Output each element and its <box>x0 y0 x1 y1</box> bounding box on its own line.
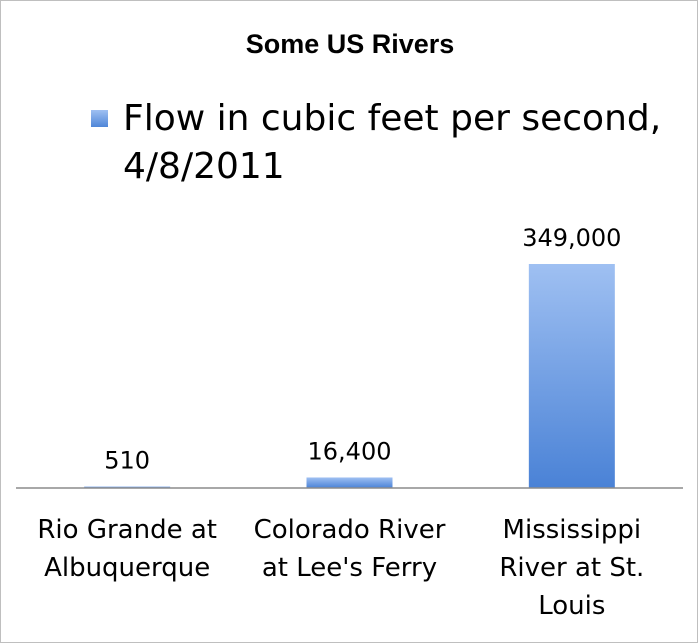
bar-1 <box>306 477 393 488</box>
legend-swatch <box>91 110 108 127</box>
legend-entry-label: Flow in cubic feet per second, 4/8/2011 <box>123 98 662 187</box>
category-label-1: Colorado River at Lee's Ferry <box>253 515 446 583</box>
chart-title: Some US Rivers <box>245 29 455 59</box>
category-label-2: Mississippi River at St. Louis <box>499 515 645 621</box>
data-label-0: 510 <box>104 447 150 475</box>
data-label-1: 16,400 <box>308 437 392 465</box>
bar-2 <box>528 264 615 488</box>
category-label-0: Rio Grande at Albuquerque <box>37 515 217 583</box>
data-label-2: 349,000 <box>522 224 621 252</box>
